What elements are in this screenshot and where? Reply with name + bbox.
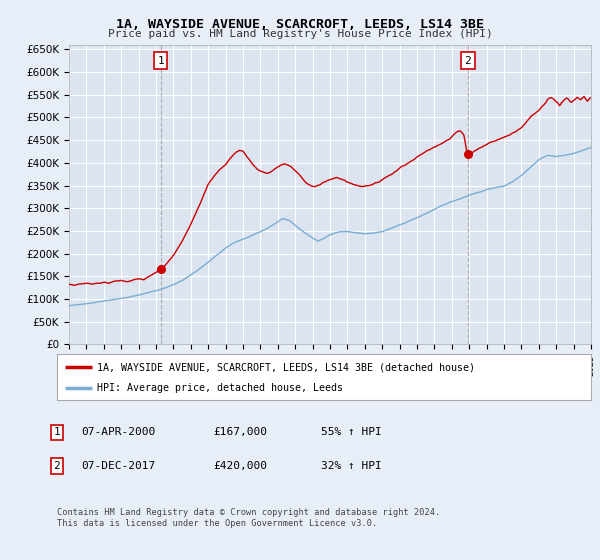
Text: 2: 2 bbox=[53, 461, 61, 471]
Text: 1: 1 bbox=[53, 427, 61, 437]
Text: £420,000: £420,000 bbox=[213, 461, 267, 471]
Text: 1: 1 bbox=[157, 55, 164, 66]
Text: Contains HM Land Registry data © Crown copyright and database right 2024.
This d: Contains HM Land Registry data © Crown c… bbox=[57, 508, 440, 528]
Text: 2: 2 bbox=[464, 55, 472, 66]
Text: 07-APR-2000: 07-APR-2000 bbox=[81, 427, 155, 437]
Text: 07-DEC-2017: 07-DEC-2017 bbox=[81, 461, 155, 471]
Text: 1A, WAYSIDE AVENUE, SCARCROFT, LEEDS, LS14 3BE: 1A, WAYSIDE AVENUE, SCARCROFT, LEEDS, LS… bbox=[116, 18, 484, 31]
Text: 55% ↑ HPI: 55% ↑ HPI bbox=[321, 427, 382, 437]
Text: HPI: Average price, detached house, Leeds: HPI: Average price, detached house, Leed… bbox=[97, 382, 343, 393]
Text: 32% ↑ HPI: 32% ↑ HPI bbox=[321, 461, 382, 471]
Text: 1A, WAYSIDE AVENUE, SCARCROFT, LEEDS, LS14 3BE (detached house): 1A, WAYSIDE AVENUE, SCARCROFT, LEEDS, LS… bbox=[97, 362, 475, 372]
Text: Price paid vs. HM Land Registry's House Price Index (HPI): Price paid vs. HM Land Registry's House … bbox=[107, 29, 493, 39]
Text: £167,000: £167,000 bbox=[213, 427, 267, 437]
